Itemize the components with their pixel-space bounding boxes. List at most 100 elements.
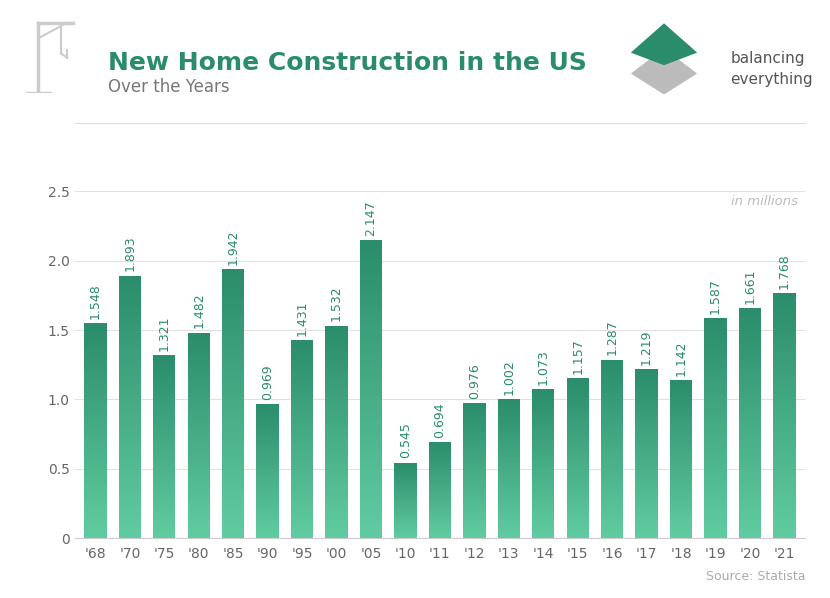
Bar bbox=[739, 417, 761, 420]
Bar bbox=[636, 395, 658, 396]
Bar bbox=[705, 466, 727, 469]
Text: 1.219: 1.219 bbox=[640, 329, 653, 365]
Text: balancing: balancing bbox=[730, 51, 805, 66]
Bar bbox=[498, 431, 520, 432]
Bar bbox=[705, 425, 727, 428]
Bar bbox=[84, 487, 106, 490]
Bar bbox=[532, 478, 554, 481]
Bar bbox=[498, 456, 520, 458]
Bar bbox=[498, 462, 520, 463]
Bar bbox=[705, 351, 727, 354]
Bar bbox=[670, 392, 692, 393]
Bar bbox=[601, 393, 623, 395]
Bar bbox=[774, 483, 796, 486]
Bar bbox=[188, 417, 210, 420]
Bar bbox=[222, 495, 244, 498]
Bar bbox=[670, 511, 692, 512]
Bar bbox=[636, 407, 658, 409]
Bar bbox=[153, 371, 175, 373]
Bar bbox=[532, 523, 554, 525]
Bar bbox=[670, 508, 692, 511]
Bar bbox=[119, 331, 141, 335]
Bar bbox=[394, 528, 417, 529]
Bar bbox=[498, 469, 520, 471]
Bar bbox=[188, 346, 210, 348]
Bar bbox=[774, 407, 796, 410]
Bar bbox=[429, 455, 451, 456]
Bar bbox=[290, 342, 313, 344]
Bar bbox=[429, 514, 451, 515]
Bar bbox=[153, 442, 175, 444]
Bar bbox=[222, 414, 244, 417]
Bar bbox=[119, 515, 141, 518]
Bar bbox=[153, 522, 175, 524]
Bar bbox=[774, 394, 796, 397]
Bar bbox=[256, 525, 279, 526]
Bar bbox=[670, 473, 692, 475]
Bar bbox=[463, 498, 486, 499]
Bar bbox=[290, 392, 313, 394]
Bar bbox=[532, 492, 554, 493]
Bar bbox=[119, 420, 141, 423]
Bar bbox=[325, 328, 348, 331]
Bar bbox=[670, 496, 692, 499]
Bar bbox=[222, 350, 244, 353]
Bar bbox=[153, 385, 175, 387]
Bar bbox=[463, 526, 486, 528]
Bar bbox=[670, 479, 692, 481]
Bar bbox=[774, 315, 796, 318]
Bar bbox=[153, 417, 175, 419]
Bar bbox=[84, 342, 106, 345]
Bar bbox=[705, 511, 727, 514]
Bar bbox=[256, 533, 279, 535]
Bar bbox=[705, 486, 727, 489]
Bar bbox=[84, 417, 106, 420]
Bar bbox=[153, 488, 175, 490]
Bar bbox=[601, 502, 623, 505]
Bar bbox=[567, 506, 589, 508]
Bar bbox=[636, 431, 658, 432]
Bar bbox=[394, 468, 417, 469]
Bar bbox=[705, 411, 727, 414]
Bar bbox=[498, 467, 520, 469]
Bar bbox=[670, 425, 692, 428]
Bar bbox=[429, 535, 451, 536]
Bar bbox=[429, 473, 451, 474]
Bar bbox=[567, 426, 589, 428]
Bar bbox=[463, 459, 486, 460]
Bar bbox=[84, 522, 106, 525]
Bar bbox=[739, 380, 761, 383]
Bar bbox=[429, 477, 451, 478]
Bar bbox=[153, 357, 175, 359]
Bar bbox=[153, 444, 175, 447]
Bar bbox=[359, 382, 382, 386]
Bar bbox=[532, 408, 554, 410]
Bar bbox=[774, 397, 796, 400]
Bar bbox=[498, 490, 520, 492]
Bar bbox=[153, 508, 175, 511]
Bar bbox=[84, 501, 106, 504]
Bar bbox=[532, 505, 554, 507]
Bar bbox=[498, 450, 520, 451]
Bar bbox=[774, 351, 796, 354]
Bar bbox=[84, 331, 106, 334]
Bar bbox=[394, 511, 417, 512]
Bar bbox=[119, 400, 141, 404]
Bar bbox=[601, 377, 623, 380]
Bar bbox=[256, 414, 279, 416]
Bar bbox=[601, 416, 623, 417]
Bar bbox=[153, 467, 175, 469]
Bar bbox=[290, 387, 313, 389]
Bar bbox=[429, 506, 451, 507]
Bar bbox=[153, 380, 175, 382]
Bar bbox=[670, 485, 692, 487]
Bar bbox=[256, 454, 279, 456]
Bar bbox=[290, 409, 313, 411]
Bar bbox=[359, 512, 382, 516]
Bar bbox=[325, 371, 348, 374]
Bar bbox=[429, 463, 451, 465]
Bar bbox=[670, 431, 692, 433]
Bar bbox=[498, 500, 520, 502]
Bar bbox=[325, 402, 348, 405]
Bar bbox=[325, 405, 348, 408]
